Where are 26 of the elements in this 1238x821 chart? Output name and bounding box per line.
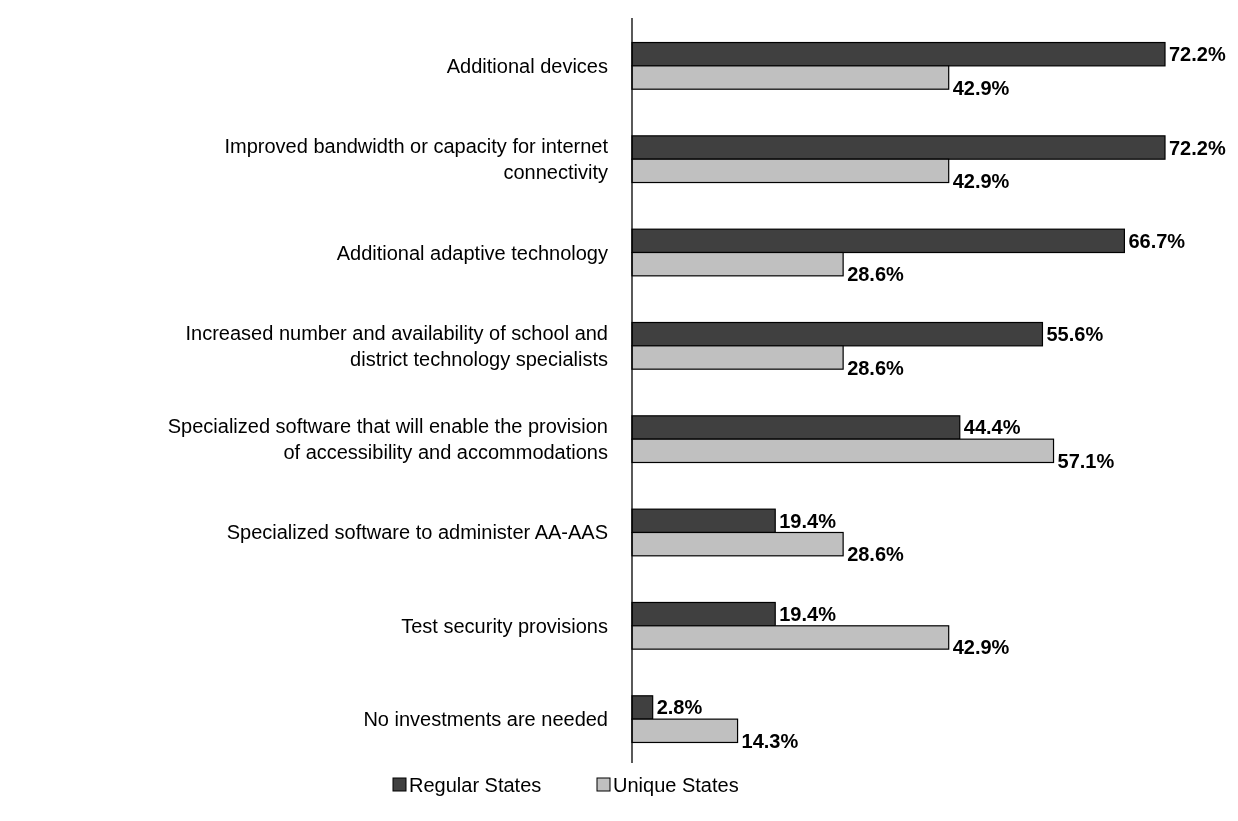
data-label: 42.9% [952,636,1010,659]
y-tick-label: Additional adaptive technology [336,241,608,264]
data-label: 44.4% [963,416,1021,439]
data-label: 2.8% [656,696,703,719]
y-tick-label: Test security provisions [401,614,608,637]
y-tick-label: Specialized software to administer AA-AAS [226,521,608,544]
data-label: 19.4% [779,509,837,532]
y-tick-label: Specialized software that will enable the provision of accessibility and accommodations [167,415,608,464]
data-label: 28.6% [847,543,905,566]
data-label: 42.9% [952,169,1010,192]
y-tick-label: Additional devices [446,54,608,77]
legend-label: Unique States [613,774,739,796]
data-label: 66.7% [1128,229,1186,252]
data-label: 72.2% [1169,136,1226,159]
y-tick-label: Increased number and availability of school and district technology specialists [185,321,608,370]
data-label: 55.6% [1046,323,1104,346]
data-label: 19.4% [779,603,837,626]
data-label: 42.9% [952,76,1010,99]
data-label: 57.1% [1057,449,1115,472]
legend-label: Regular States [409,774,542,796]
data-label: 28.6% [847,356,905,379]
data-label: 28.6% [847,263,905,286]
y-tick-label: Improved bandwidth or capacity for internet connectivity [224,135,609,184]
y-tick-label: No investments are needed [363,708,608,731]
data-label: 14.3% [741,729,799,752]
data-label: 72.2% [1169,43,1226,66]
